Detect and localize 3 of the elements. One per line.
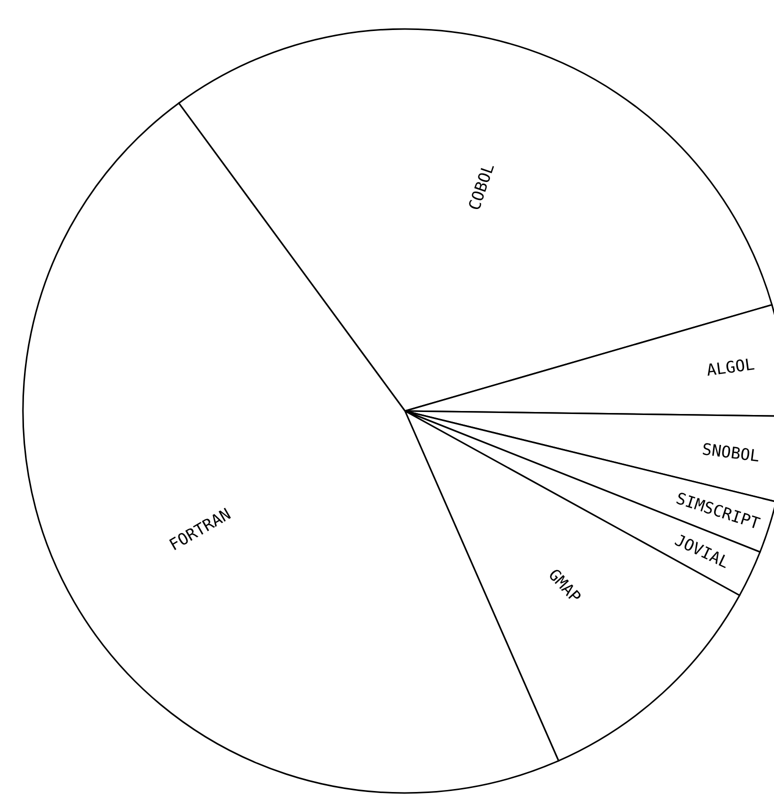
slice-label: ALGOL [705, 354, 756, 380]
slice-label: SNOBOL [701, 439, 761, 466]
slice-label: COBOL [464, 160, 498, 213]
